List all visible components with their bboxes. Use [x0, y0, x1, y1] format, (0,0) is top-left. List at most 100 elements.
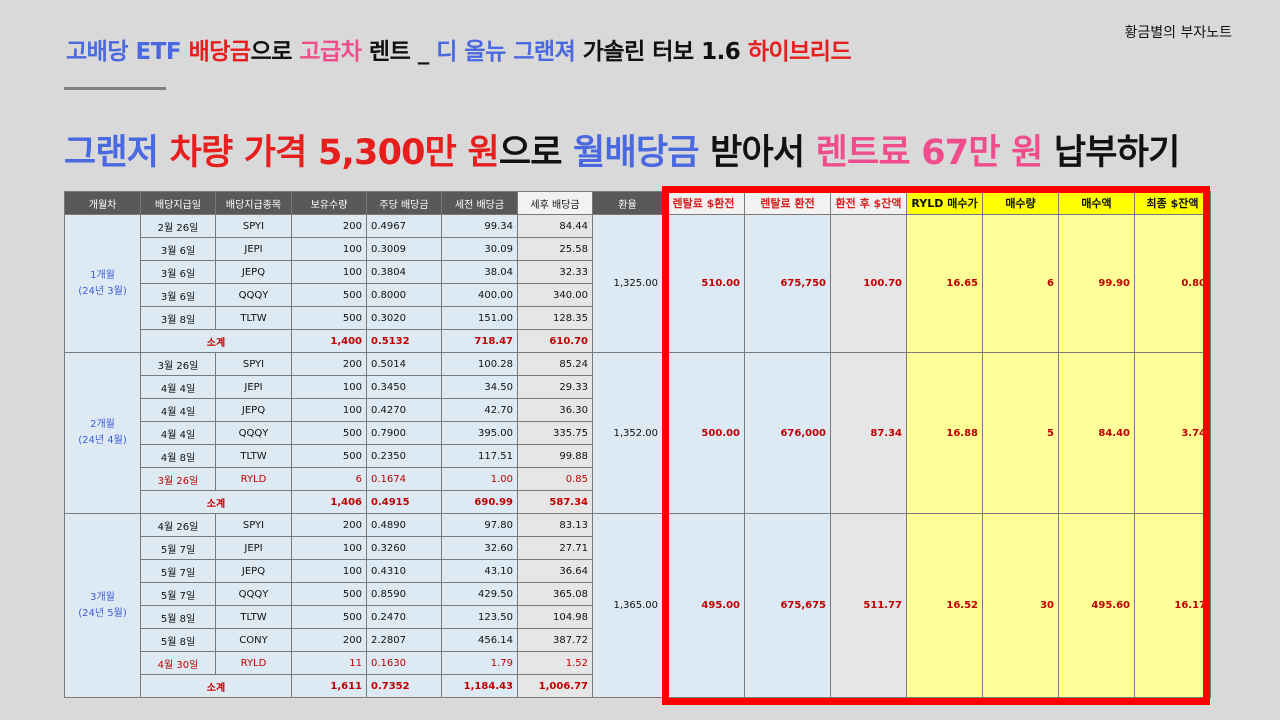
aftertax-cell: 104.98 — [517, 605, 593, 629]
subtotal-dps: 0.5132 — [366, 329, 442, 353]
dps-cell: 0.3260 — [366, 536, 442, 560]
dps-cell: 0.1674 — [366, 467, 442, 491]
header-aftertax: 세후 배당금 — [517, 191, 593, 215]
subtotal-aftertax: 587.34 — [517, 490, 593, 514]
subtitle-segment: 월배당금 — [573, 133, 711, 173]
month-period: (24년 3월) — [78, 285, 127, 297]
ticker-cell: QQQY — [215, 582, 292, 606]
ryld-price-cell: 16.52 — [906, 513, 983, 698]
dps-cell: 0.7900 — [366, 421, 442, 445]
subtotal-qty: 1,400 — [291, 329, 367, 353]
pretax-cell: 456.14 — [441, 628, 518, 652]
dps-cell: 0.2470 — [366, 605, 442, 629]
dps-cell: 0.3020 — [366, 306, 442, 330]
pretax-cell: 1.00 — [441, 467, 518, 491]
ticker-cell: JEPI — [215, 536, 292, 560]
month-label: 3개월 — [90, 591, 115, 603]
aftertax-cell: 32.33 — [517, 260, 593, 284]
subtotal-label: 소계 — [140, 674, 292, 698]
subtitle-segment: 받아서 — [710, 133, 816, 173]
table-row: 4월 8일 TLTW 500 0.2350 117.51 99.88 — [65, 444, 1211, 468]
aftertax-cell: 27.71 — [517, 536, 593, 560]
pretax-cell: 100.28 — [441, 352, 518, 376]
subtotal-qty: 1,611 — [291, 674, 367, 698]
subtotal-row: 소계 1,400 0.5132 718.47 610.70 — [65, 329, 1211, 353]
rent-krw-cell: 675,750 — [744, 214, 831, 353]
month-cell: 3개월 (24년 5월) — [64, 513, 141, 698]
pay-date-cell: 5월 8일 — [140, 605, 216, 629]
table-row: 3월 26일 RYLD 6 0.1674 1.00 0.85 — [65, 467, 1211, 491]
pay-date-cell: 3월 6일 — [140, 260, 216, 284]
aftertax-cell: 0.85 — [517, 467, 593, 491]
final-balance-cell: 0.80 — [1134, 214, 1211, 353]
subtitle-segment: 으로 — [498, 133, 574, 173]
dps-cell: 0.3450 — [366, 375, 442, 399]
rent-usd-cell: 500.00 — [662, 352, 745, 514]
balance-cell: 511.77 — [830, 513, 907, 698]
table-row: 3개월 (24년 5월) 4월 26일 SPYI 200 0.4890 97.80 83.13… — [64, 513, 1211, 698]
pay-date-cell: 5월 7일 — [140, 536, 216, 560]
subtotal-label: 소계 — [140, 329, 292, 353]
ticker-cell: SPYI — [215, 352, 292, 376]
pay-date-cell: 4월 4일 — [140, 375, 216, 399]
title-segment: 디 올뉴 그랜져 — [436, 39, 583, 65]
subtotal-aftertax: 610.70 — [517, 329, 593, 353]
pay-date-cell: 4월 30일 — [140, 651, 216, 675]
month-cell: 2개월 (24년 4월) — [64, 352, 141, 514]
qty-cell: 100 — [291, 398, 367, 422]
dps-cell: 0.4270 — [366, 398, 442, 422]
qty-cell: 200 — [291, 513, 367, 537]
subtotal-qty: 1,406 — [291, 490, 367, 514]
final-balance-cell: 16.17 — [1134, 513, 1211, 698]
rent-usd-cell: 495.00 — [662, 513, 745, 698]
pay-date-cell: 4월 4일 — [140, 421, 216, 445]
aftertax-cell: 365.08 — [517, 582, 593, 606]
subtotal-dps: 0.4915 — [366, 490, 442, 514]
table-row: 5월 7일 JEPI 100 0.3260 32.60 27.71 — [65, 536, 1211, 560]
subtotal-row: 소계 1,611 0.7352 1,184.43 1,006.77 — [65, 674, 1211, 698]
header-qty: 보유수량 — [291, 191, 367, 215]
title-segment: 으로 — [250, 39, 300, 65]
pay-date-cell: 4월 8일 — [140, 444, 216, 468]
aftertax-cell: 85.24 — [517, 352, 593, 376]
header-buy-qty: 매수량 — [982, 191, 1059, 215]
aftertax-cell: 36.30 — [517, 398, 593, 422]
subtotal-aftertax: 1,006.77 — [517, 674, 593, 698]
buy-qty-cell: 6 — [982, 214, 1059, 353]
pretax-cell: 97.80 — [441, 513, 518, 537]
header-final-balance: 최종 $잔액 — [1134, 191, 1211, 215]
title-segment: 렌트 _ — [368, 39, 437, 65]
aftertax-cell: 99.88 — [517, 444, 593, 468]
pretax-cell: 38.04 — [441, 260, 518, 284]
table-row: 5월 7일 JEPQ 100 0.4310 43.10 36.64 — [65, 559, 1211, 583]
pretax-cell: 395.00 — [441, 421, 518, 445]
aftertax-cell: 83.13 — [517, 513, 593, 537]
table-row: 3월 6일 QQQY 500 0.8000 400.00 340.00 — [65, 283, 1211, 307]
rent-krw-cell: 676,000 — [744, 352, 831, 514]
pretax-cell: 30.09 — [441, 237, 518, 261]
qty-cell: 100 — [291, 559, 367, 583]
dps-cell: 0.3804 — [366, 260, 442, 284]
table-row: 4월 4일 JEPQ 100 0.4270 42.70 36.30 — [65, 398, 1211, 422]
header-month: 개월차 — [64, 191, 141, 215]
pay-date-cell: 3월 8일 — [140, 306, 216, 330]
subtitle-segment: 그랜저 — [64, 133, 170, 173]
pay-date-cell: 5월 8일 — [140, 628, 216, 652]
dividend-rent-table: 개월차 배당지급일 배당지급종목 보유수량 주당 배당금 세전 배당금 세후 배… — [64, 191, 1211, 698]
subtotal-pretax: 718.47 — [441, 329, 518, 353]
ticker-cell: RYLD — [215, 651, 292, 675]
ticker-cell: QQQY — [215, 421, 292, 445]
balance-cell: 87.34 — [830, 352, 907, 514]
subtitle-segment: 렌트료 67만 원 — [815, 133, 1054, 173]
ticker-cell: JEPI — [215, 375, 292, 399]
ticker-cell: TLTW — [215, 605, 292, 629]
page-subtitle: 그랜저 차량 가격 5,300만 원으로 월배당금 받아서 렌트료 67만 원 … — [64, 124, 1180, 175]
subtotal-label: 소계 — [140, 490, 292, 514]
table-row: 4월 30일 RYLD 11 0.1630 1.79 1.52 — [65, 651, 1211, 675]
pretax-cell: 400.00 — [441, 283, 518, 307]
fx-cell: 1,325.00 — [592, 214, 663, 353]
table-row: 1개월 (24년 3월) 2월 26일 SPYI 200 0.4967 99.34 84.44… — [64, 214, 1211, 353]
ticker-cell: TLTW — [215, 306, 292, 330]
ticker-cell: JEPQ — [215, 398, 292, 422]
header-fx: 환율 — [592, 191, 663, 215]
